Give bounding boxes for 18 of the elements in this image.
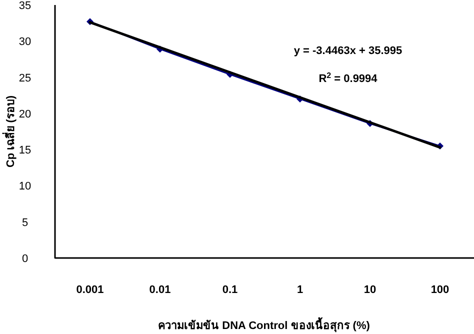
x-tick-label: 100 (430, 284, 450, 296)
x-axis-title: ความเข้มข้น DNA Control ของเนื้อสุกร (%) (158, 317, 370, 333)
y-tick-label: 30 (18, 36, 32, 48)
y-tick-label: 35 (18, 0, 32, 12)
y-tick-label: 10 (18, 180, 32, 193)
x-tick-label: 1 (296, 284, 304, 296)
y-tick-label: 5 (22, 216, 28, 229)
x-tick-label: 0.001 (76, 284, 104, 296)
y-axis-title: Cp เฉลี่ย (รอบ) (2, 95, 17, 168)
x-tick-label: 0.1 (222, 284, 238, 296)
y-tick-label: 25 (18, 72, 32, 84)
annotation: R$^{2}$ = 0.9994 (318, 70, 378, 85)
x-tick-label: 10 (364, 284, 376, 296)
annotation: y = -3.4463x + 35.995 (294, 45, 402, 57)
y-tick-label: 15 (18, 144, 32, 157)
y-tick-label: 20 (18, 108, 32, 120)
x-tick-label: 0.01 (149, 284, 171, 296)
y-tick-label: 0 (22, 253, 28, 265)
